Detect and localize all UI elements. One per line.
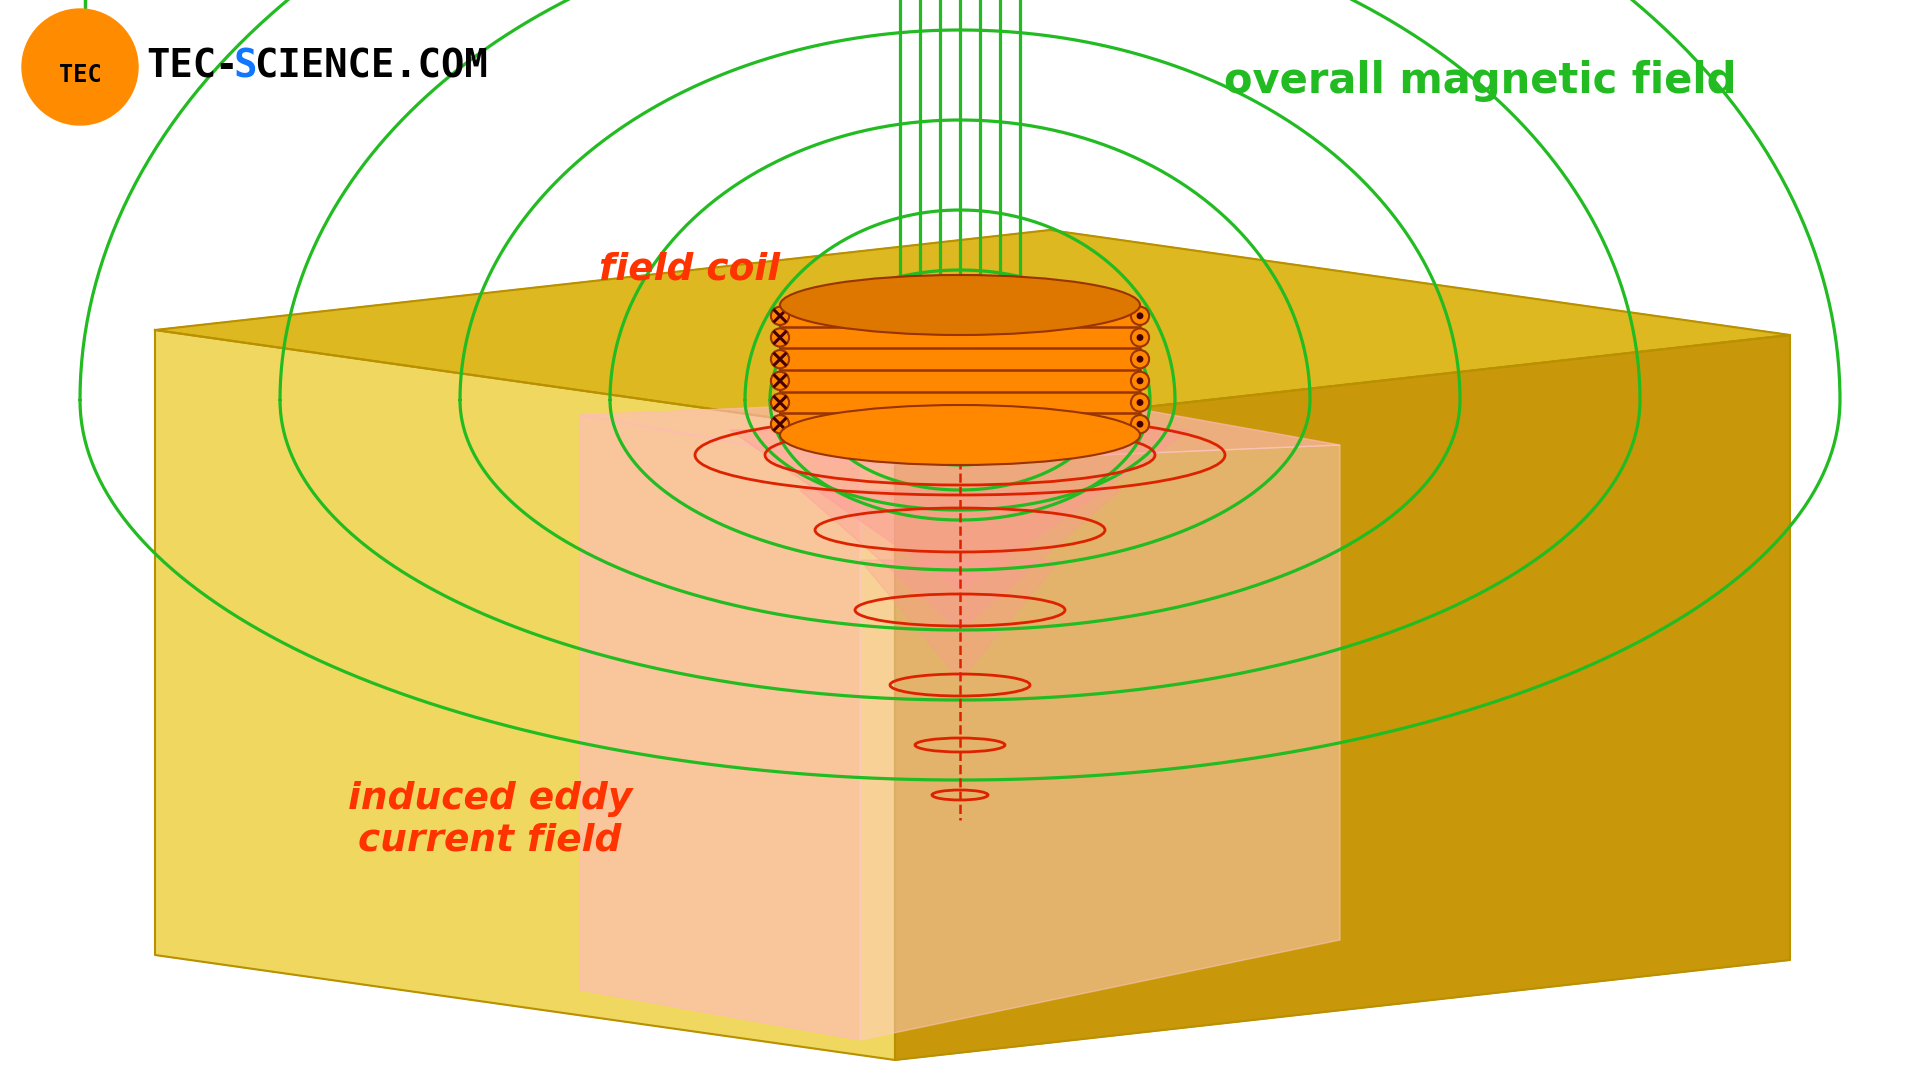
Ellipse shape (780, 275, 1140, 335)
Text: -: - (213, 48, 238, 86)
Circle shape (772, 350, 789, 368)
Polygon shape (860, 561, 1060, 680)
Text: induced eddy
current field: induced eddy current field (348, 781, 632, 859)
Polygon shape (156, 330, 895, 1059)
Ellipse shape (780, 405, 1140, 465)
Circle shape (1137, 400, 1142, 405)
FancyBboxPatch shape (780, 305, 1140, 435)
Circle shape (772, 415, 789, 433)
Circle shape (21, 9, 138, 125)
Circle shape (1137, 313, 1142, 319)
Circle shape (1131, 372, 1148, 390)
Polygon shape (801, 490, 1119, 630)
Polygon shape (895, 335, 1789, 1059)
Circle shape (1131, 350, 1148, 368)
Circle shape (772, 393, 789, 411)
Circle shape (1131, 415, 1148, 433)
Circle shape (1137, 378, 1142, 383)
Circle shape (1137, 356, 1142, 362)
Text: CIENCE.COM: CIENCE.COM (253, 48, 488, 86)
Text: S: S (234, 48, 257, 86)
Circle shape (1131, 393, 1148, 411)
Polygon shape (580, 395, 1340, 465)
Text: TEC: TEC (146, 48, 217, 86)
Circle shape (772, 307, 789, 325)
Circle shape (772, 328, 789, 347)
Circle shape (1137, 421, 1142, 427)
Text: TEC: TEC (60, 63, 102, 87)
Polygon shape (860, 445, 1340, 1040)
Circle shape (1137, 335, 1142, 340)
Circle shape (1131, 307, 1148, 325)
Circle shape (1131, 328, 1148, 347)
Circle shape (772, 372, 789, 390)
Text: overall magnetic field: overall magnetic field (1223, 60, 1736, 102)
Polygon shape (730, 430, 1190, 590)
Polygon shape (156, 230, 1789, 435)
Polygon shape (580, 415, 860, 1040)
Text: field coil: field coil (599, 252, 781, 288)
